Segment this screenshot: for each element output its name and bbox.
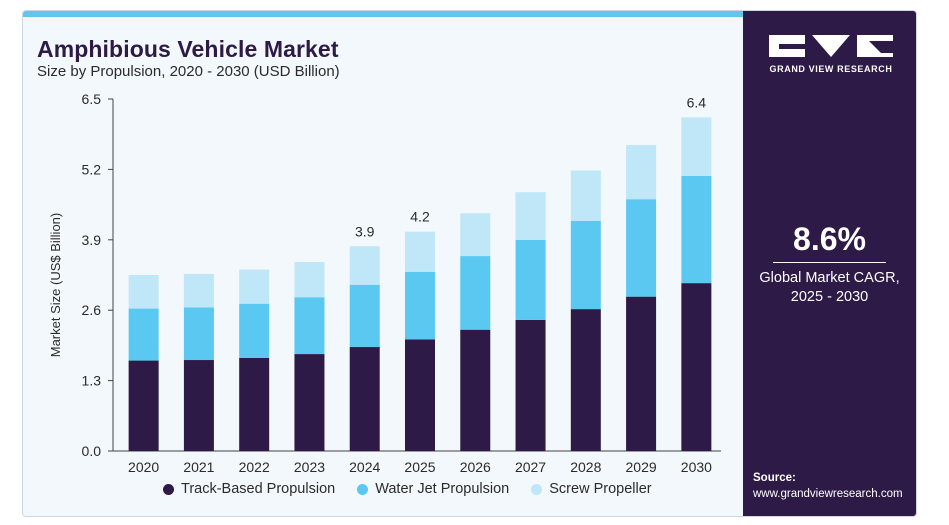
bar-segment-track-based-propulsion-2025 — [405, 339, 435, 451]
legend-swatch-track — [163, 483, 174, 495]
y-tick-label: 0.0 — [82, 443, 102, 459]
x-tick-label: 2023 — [294, 459, 325, 475]
accent-bar — [23, 11, 743, 17]
y-tick-label: 6.5 — [82, 91, 102, 107]
data-label-2024: 3.9 — [355, 223, 375, 239]
bar-segment-screw-propeller-2021 — [183, 273, 214, 308]
data-label-2030: 6.4 — [687, 94, 707, 110]
chart-legend: Track-Based Propulsion Water Jet Propuls… — [163, 481, 652, 497]
cagr-label: Global Market CAGR, 2025 - 2030 — [743, 269, 916, 307]
bar-segment-water-jet-propulsion-2020 — [128, 308, 159, 361]
bar-segment-water-jet-propulsion-2021 — [183, 307, 214, 361]
bar-segment-track-based-propulsion-2024 — [349, 347, 380, 451]
bar-segment-water-jet-propulsion-2024 — [349, 284, 380, 348]
source-url[interactable]: www.grandviewresearch.com — [753, 488, 903, 500]
x-tick-label: 2025 — [404, 459, 435, 475]
data-label-2025: 4.2 — [410, 209, 430, 225]
x-tick-label: 2020 — [128, 459, 159, 475]
legend-label-track: Track-Based Propulsion — [181, 481, 336, 497]
bar-segment-track-based-propulsion-2029 — [626, 296, 657, 451]
bar-segment-water-jet-propulsion-2022 — [239, 303, 270, 358]
legend-item-water-jet: Water Jet Propulsion — [357, 481, 509, 497]
bar-segment-track-based-propulsion-2021 — [183, 360, 214, 451]
cagr-divider — [773, 262, 886, 263]
bar-segment-water-jet-propulsion-2025 — [405, 271, 435, 340]
legend-swatch-water-jet — [357, 483, 369, 495]
chart-subtitle: Size by Propulsion, 2020 - 2030 (USD Bil… — [37, 63, 340, 80]
bar-segment-track-based-propulsion-2030 — [681, 283, 712, 451]
bar-segment-track-based-propulsion-2020 — [128, 360, 159, 451]
x-tick-label: 2021 — [183, 459, 214, 475]
sidebar-panel: GRAND VIEW RESEARCH 8.6% Global Market C… — [743, 11, 916, 516]
bar-segment-track-based-propulsion-2027 — [515, 319, 546, 451]
cagr-label-line1: Global Market CAGR, — [759, 270, 900, 286]
legend-label-screw: Screw Propeller — [549, 481, 652, 497]
x-tick-label: 2029 — [626, 459, 657, 475]
bar-segment-screw-propeller-2025 — [405, 231, 435, 272]
infographic-card: Amphibious Vehicle Market Size by Propul… — [22, 10, 917, 517]
x-tick-label: 2024 — [349, 459, 380, 475]
bar-segment-water-jet-propulsion-2030 — [681, 175, 712, 284]
chart-panel: Amphibious Vehicle Market Size by Propul… — [23, 11, 743, 516]
y-tick-label: 3.9 — [82, 232, 102, 248]
y-tick-label: 2.6 — [82, 302, 102, 318]
bar-segment-screw-propeller-2029 — [626, 145, 657, 200]
legend-swatch-screw — [531, 483, 543, 495]
bar-segment-screw-propeller-2020 — [128, 275, 159, 309]
bar-segment-screw-propeller-2024 — [349, 246, 380, 285]
x-tick-label: 2027 — [515, 459, 546, 475]
x-tick-label: 2028 — [570, 459, 601, 475]
logo-notch-left — [779, 44, 805, 49]
legend-label-water-jet: Water Jet Propulsion — [375, 481, 510, 497]
bar-segment-water-jet-propulsion-2027 — [515, 239, 546, 320]
x-tick-label: 2030 — [681, 459, 712, 475]
bar-segment-water-jet-propulsion-2028 — [570, 220, 601, 310]
bar-segment-track-based-propulsion-2026 — [460, 329, 491, 451]
stacked-bar-chart: 0.0 1.3 2.6 3.9 5.2 6.5 Market Size (US$ Billi… — [48, 91, 721, 475]
x-tick-label: 2026 — [460, 459, 491, 475]
logo-chevron — [812, 35, 850, 57]
bar-segment-screw-propeller-2022 — [239, 269, 270, 304]
bar-segment-screw-propeller-2027 — [515, 192, 546, 240]
brand-name: GRAND VIEW RESEARCH — [769, 64, 893, 74]
bar-segment-screw-propeller-2023 — [294, 262, 325, 298]
y-tick-label: 5.2 — [82, 161, 102, 177]
cagr-value: 8.6% — [793, 221, 866, 257]
y-axis-label: Market Size (US$ Billion) — [48, 213, 63, 358]
x-tick-label: 2022 — [239, 459, 270, 475]
bar-segment-water-jet-propulsion-2023 — [294, 297, 325, 355]
bar-segment-screw-propeller-2030 — [681, 117, 712, 176]
grand-view-research-logo — [769, 35, 893, 57]
y-tick-label: 1.3 — [82, 373, 102, 389]
legend-item-track: Track-Based Propulsion — [163, 481, 335, 497]
cagr-label-line2: 2025 - 2030 — [790, 289, 869, 305]
source-label: Source: — [753, 472, 796, 484]
logo-notch-right — [869, 41, 893, 53]
bar-segment-screw-propeller-2028 — [570, 170, 601, 221]
bar-segment-screw-propeller-2026 — [460, 213, 491, 257]
bar-segment-track-based-propulsion-2028 — [570, 309, 601, 451]
bar-segment-track-based-propulsion-2023 — [294, 354, 325, 451]
bar-segment-water-jet-propulsion-2026 — [460, 256, 491, 330]
legend-item-screw: Screw Propeller — [531, 481, 652, 497]
bar-segment-water-jet-propulsion-2029 — [626, 199, 657, 297]
bar-segment-track-based-propulsion-2022 — [239, 357, 270, 451]
chart-title: Amphibious Vehicle Market — [37, 36, 339, 62]
